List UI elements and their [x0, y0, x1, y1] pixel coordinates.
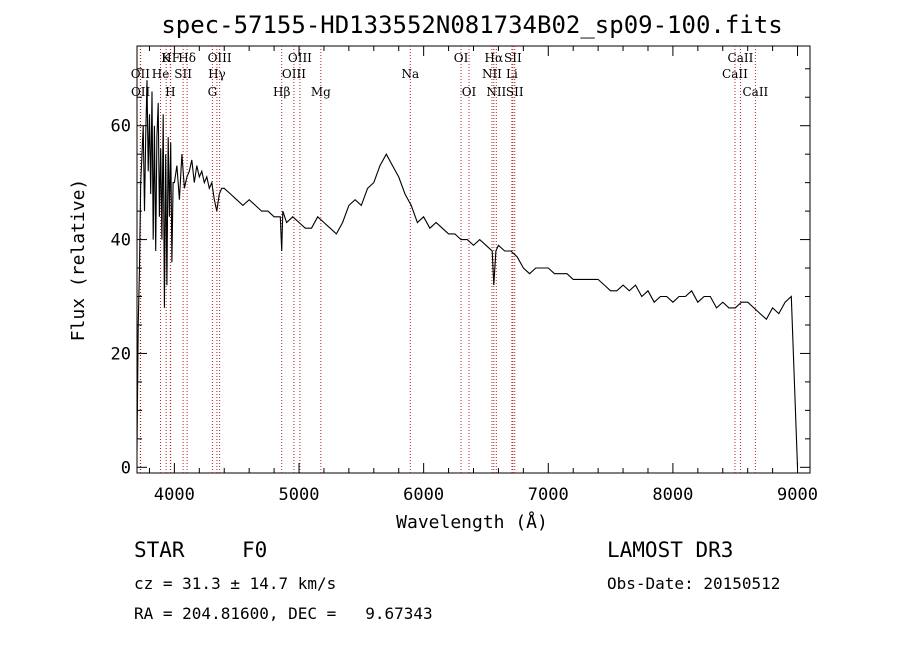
x-tick-label-0: 4000	[154, 485, 195, 505]
spectral-line-markers	[139, 46, 756, 473]
coordinates-readout: RA = 204.81600, DEC = 9.67343	[134, 604, 433, 623]
line-marker-label-8: OIII	[208, 51, 232, 65]
x-tick-label-4: 8000	[652, 485, 693, 505]
line-marker-label-5: SII	[174, 67, 192, 81]
y-tick-label-2: 40	[111, 231, 131, 251]
y-tick-label-1: 20	[111, 344, 131, 364]
spectral-line-labels: HFK Hδ OII He SII OII H OIII Hγ G OIII OIII Hβ Mg Na OI…	[131, 51, 769, 99]
line-marker-label-15: Na	[401, 67, 419, 81]
line-marker-label-22: NII	[486, 85, 506, 99]
line-marker-label-2: Hδ	[178, 51, 196, 65]
line-marker-label-25: CaII	[722, 67, 748, 81]
line-marker-label-26: CaII	[742, 85, 768, 99]
flux-series-line	[136, 80, 799, 468]
line-marker-label-7: H	[165, 85, 175, 99]
line-marker-label-11: OIII	[288, 51, 312, 65]
line-marker-label-23: SII	[506, 85, 524, 99]
line-marker-label-4: He	[152, 67, 170, 81]
line-marker-label-13: Hβ	[273, 85, 290, 99]
line-marker-label-6: OII	[131, 85, 151, 99]
chart-title: spec-57155-HD133552N081734B02_sp09-100.f…	[161, 11, 782, 39]
y-tick-label-3: 60	[111, 117, 131, 137]
line-marker-label-21: Li	[506, 67, 518, 81]
line-marker-label-17: OI	[462, 85, 477, 99]
x-axis-ticks: 4000 5000 6000 7000 8000 9000	[148, 46, 818, 505]
line-marker-label-10: G	[208, 85, 218, 99]
line-marker-label-18: Hα	[485, 51, 504, 65]
y-tick-label-0: 0	[121, 458, 131, 478]
object-subclass: F0	[242, 538, 268, 562]
y-axis-label: Flux (relative)	[68, 179, 89, 342]
line-marker-label-12: OIII	[282, 67, 306, 81]
line-marker-label-19: SII	[504, 51, 522, 65]
x-tick-label-1: 5000	[279, 485, 320, 505]
x-tick-label-3: 7000	[528, 485, 569, 505]
observation-date: Obs-Date: 20150512	[607, 574, 781, 593]
line-marker-label-3: OII	[131, 67, 151, 81]
redshift-readout: cz = 31.3 ± 14.7 km/s	[134, 574, 337, 593]
line-marker-label-24: CaII	[728, 51, 754, 65]
object-class: STAR	[134, 538, 185, 562]
survey-name: LAMOST DR3	[607, 538, 734, 562]
line-marker-label-16: OI	[454, 51, 469, 65]
line-marker-label-14: Mg	[311, 85, 331, 99]
x-tick-label-2: 6000	[403, 485, 444, 505]
line-marker-label-1: K	[162, 51, 172, 65]
spectrum-chart: spec-57155-HD133552N081734B02_sp09-100.f…	[68, 11, 818, 533]
plot-frame	[136, 45, 811, 474]
line-marker-label-9: Hγ	[208, 67, 226, 81]
x-tick-label-5: 9000	[777, 485, 818, 505]
y-axis-ticks: 0 20 40 60	[111, 68, 810, 478]
line-marker-label-20: NII	[482, 67, 502, 81]
x-axis-label: Wavelength (Å)	[396, 511, 548, 533]
line-marker-label-0: HF	[161, 51, 180, 65]
